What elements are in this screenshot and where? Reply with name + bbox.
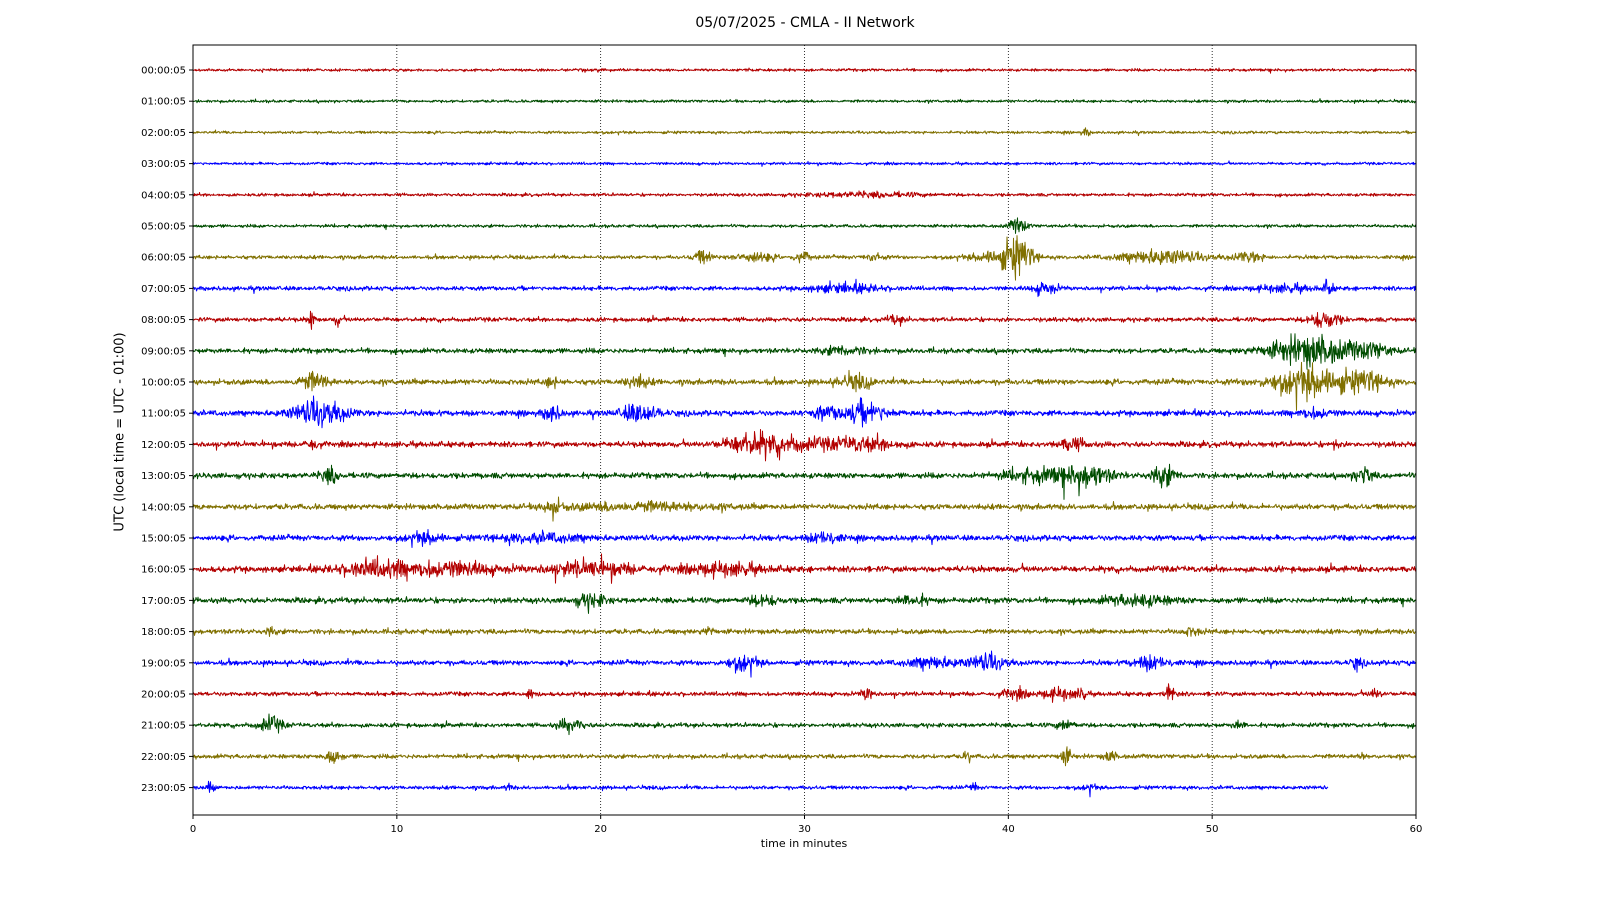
x-axis-label: time in minutes	[760, 837, 848, 850]
x-tick-label-20: 20	[594, 824, 607, 835]
trace-22-00-05	[192, 746, 1417, 767]
y-tick-label-18: 18:00:05	[141, 627, 186, 638]
trace-06-00-05	[192, 235, 1417, 281]
trace-14-00-05	[192, 496, 1417, 522]
trace-02-00-05	[192, 127, 1417, 137]
trace-19-00-05	[192, 650, 1417, 678]
y-axis-label: UTC (local time = UTC - 01:00)	[112, 332, 128, 532]
trace-23-00-05	[192, 780, 1329, 798]
seismic-traces	[192, 67, 1417, 798]
trace-11-00-05	[192, 395, 1417, 429]
y-axis-ticks: 00:00:05 01:00:05 02:00:05 03:00:05 04:00:05…	[141, 66, 193, 794]
y-tick-label-16: 16:00:05	[141, 565, 186, 576]
y-tick-label-22: 22:00:05	[141, 752, 186, 763]
trace-03-00-05	[192, 160, 1417, 167]
y-tick-label-12: 12:00:05	[141, 440, 186, 451]
y-tick-label-15: 15:00:05	[141, 534, 186, 545]
trace-08-00-05	[192, 310, 1417, 330]
y-tick-label-0: 00:00:05	[141, 66, 186, 77]
x-tick-label-60: 60	[1410, 824, 1423, 835]
y-tick-label-20: 20:00:05	[141, 690, 186, 701]
chart-title: 05/07/2025 - CMLA - II Network	[695, 15, 915, 31]
y-tick-label-4: 04:00:05	[141, 190, 186, 201]
trace-00-00-05	[192, 67, 1417, 74]
y-tick-label-14: 14:00:05	[141, 502, 186, 513]
y-tick-label-21: 21:00:05	[141, 721, 186, 732]
y-tick-label-2: 02:00:05	[141, 128, 186, 139]
trace-09-00-05	[192, 333, 1417, 370]
trace-13-00-05	[192, 463, 1417, 500]
y-tick-label-11: 11:00:05	[141, 409, 186, 420]
trace-16-00-05	[192, 553, 1417, 584]
trace-04-00-05	[192, 190, 1417, 199]
trace-07-00-05	[192, 278, 1417, 298]
y-tick-label-13: 13:00:05	[141, 471, 186, 482]
trace-17-00-05	[192, 592, 1417, 614]
trace-12-00-05	[192, 429, 1417, 462]
trace-01-00-05	[193, 98, 1417, 104]
x-axis-ticks: 0 10 20 30 40 50 60	[190, 815, 1423, 835]
y-tick-label-3: 03:00:05	[141, 159, 186, 170]
y-tick-label-17: 17:00:05	[141, 596, 186, 607]
trace-05-00-05	[192, 217, 1417, 234]
y-tick-label-19: 19:00:05	[141, 658, 186, 669]
y-tick-label-9: 09:00:05	[141, 346, 186, 357]
trace-18-00-05	[192, 625, 1417, 637]
y-tick-label-8: 08:00:05	[141, 315, 186, 326]
y-tick-label-23: 23:00:05	[141, 783, 186, 794]
y-tick-label-10: 10:00:05	[141, 378, 186, 389]
vertical-gridlines	[396, 45, 1213, 815]
trace-15-00-05	[192, 529, 1417, 548]
x-tick-label-30: 30	[798, 824, 811, 835]
y-tick-label-7: 07:00:05	[141, 284, 186, 295]
trace-20-00-05	[192, 683, 1417, 703]
x-tick-label-0: 0	[190, 824, 196, 835]
trace-21-00-05	[192, 713, 1417, 736]
x-tick-label-10: 10	[390, 824, 403, 835]
x-tick-label-40: 40	[1002, 824, 1015, 835]
trace-10-00-05	[192, 361, 1416, 411]
y-tick-label-1: 01:00:05	[141, 97, 186, 108]
y-tick-label-5: 05:00:05	[141, 222, 186, 233]
y-tick-label-6: 06:00:05	[141, 253, 186, 264]
x-tick-label-50: 50	[1206, 824, 1219, 835]
